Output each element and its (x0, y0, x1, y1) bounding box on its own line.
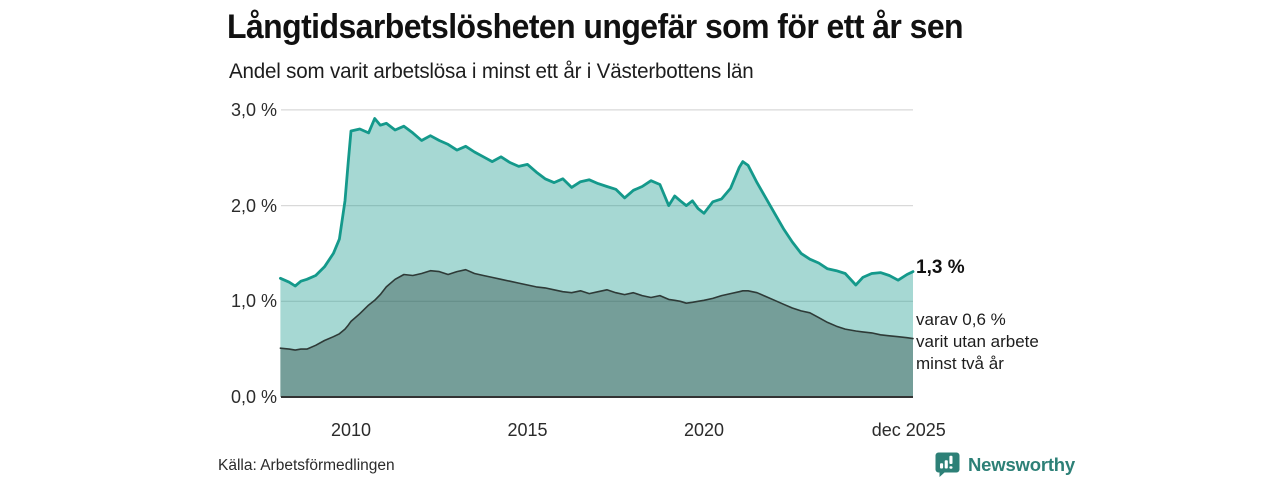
brand-name: Newsworthy (968, 453, 1075, 475)
series2-end-value-label: varav 0,6 % varit utan arbete minst två … (916, 310, 1039, 373)
newsworthy-logo-icon (935, 452, 960, 477)
chart-subtitle: Andel som varit arbetslösa i minst ett å… (229, 60, 754, 83)
area-unemployed-2yr (280, 269, 913, 397)
x-tick-label: 2015 (507, 420, 548, 440)
source-caption: Källa: Arbetsförmedlingen (218, 457, 395, 474)
page-title: Långtidsarbetslösheten ungefär som för e… (227, 8, 964, 46)
x-tick-label: 2010 (330, 420, 372, 440)
logo-bars (940, 455, 953, 469)
line-unemployed-1yr (279, 117, 915, 288)
series1-end-value-label: 1,3 % (916, 257, 965, 278)
y-tick-label: 2,0 % (230, 195, 277, 216)
y-tick-label: 1,0 % (230, 291, 277, 312)
gridlines (281, 109, 913, 302)
x-tick-label: dec 2025 (871, 420, 946, 440)
area-unemployed-1yr (280, 118, 913, 397)
line-unemployed-2yr (279, 268, 914, 351)
y-tick-label: 3,0 % (230, 99, 277, 120)
y-tick-label: 0,0 % (230, 387, 277, 407)
x-tick-label: 2020 (683, 420, 725, 440)
newsworthy-brand: Newsworthy (934, 451, 1075, 478)
